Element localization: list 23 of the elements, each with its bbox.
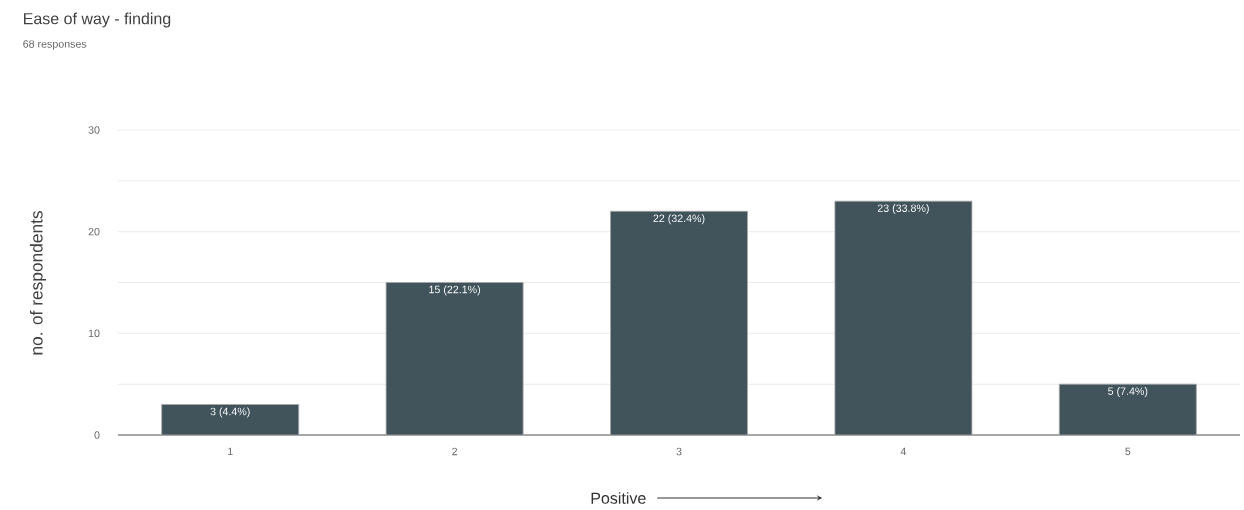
chart-subtitle: 68 responses — [23, 40, 87, 50]
x-tick-label: 1 — [228, 447, 233, 456]
y-axis-title: no. of respondents — [29, 211, 47, 355]
bar — [1058, 383, 1197, 436]
y-tick-label: 0 — [94, 431, 100, 439]
y-tick-label: 10 — [88, 329, 100, 338]
bar — [834, 200, 973, 436]
x-tick-label: 5 — [1125, 447, 1131, 456]
data-label: 5 (7.4%) — [1108, 387, 1148, 398]
y-tick-label: 20 — [88, 227, 100, 236]
bar — [385, 282, 524, 436]
x-axis-title: Positive — [591, 492, 646, 504]
x-tick-label: 4 — [900, 447, 907, 456]
x-tick-label: 2 — [452, 447, 458, 456]
data-label: 3 (4.4%) — [210, 407, 250, 418]
bar — [610, 210, 748, 436]
bar — [161, 404, 300, 436]
x-tick-label: 3 — [676, 447, 682, 456]
data-label: 15 (22.1%) — [429, 285, 481, 296]
y-tick-label: 30 — [88, 126, 100, 134]
data-label: 22 (32.4%) — [653, 214, 705, 225]
data-label: 23 (33.8%) — [877, 204, 929, 215]
chart-title: Ease of way - finding — [24, 12, 171, 28]
